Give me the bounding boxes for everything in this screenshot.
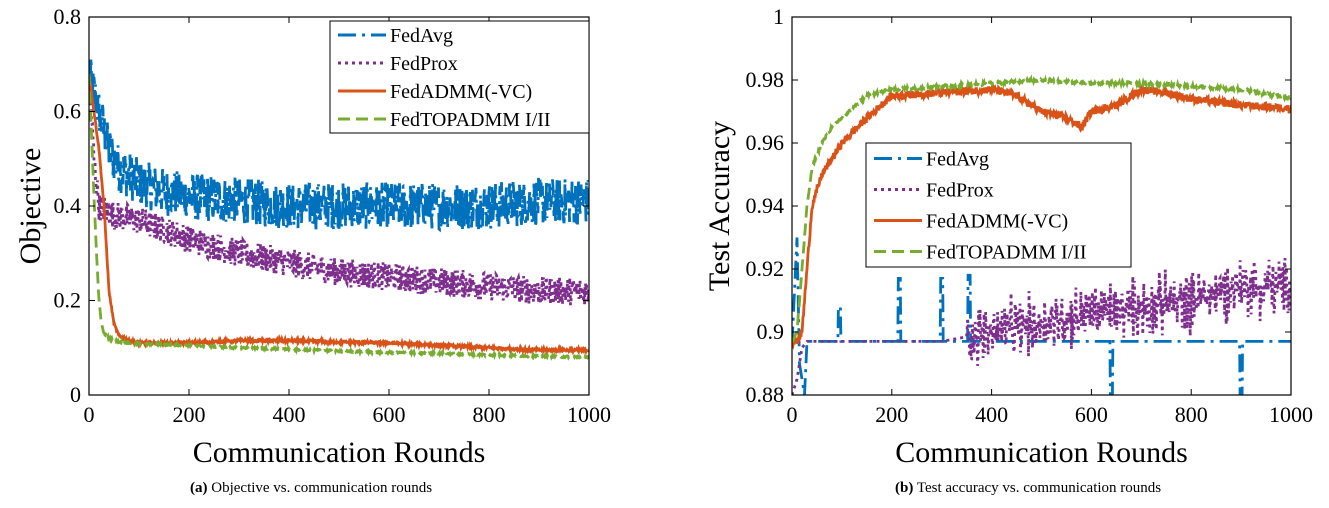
- caption-b-text: Test accuracy vs. communication rounds: [916, 480, 1162, 496]
- caption-b-label: (b): [895, 480, 914, 496]
- caption-a-text: Objective vs. communication rounds: [211, 480, 433, 496]
- y-tick-label: 0.4: [54, 193, 82, 218]
- x-tick-label: 200: [173, 402, 206, 427]
- y-tick-label: 0.94: [746, 193, 785, 218]
- legend-box: [329, 20, 590, 134]
- series-line-fedadmm-vc-: [89, 73, 589, 357]
- y-axis-label: Test Accuracy: [703, 121, 736, 291]
- x-tick-label: 400: [273, 402, 306, 427]
- series-line-fedtopadmm-i-ii: [792, 73, 1291, 343]
- y-tick-label: 0.92: [746, 256, 785, 281]
- x-tick-label: 1000: [567, 402, 611, 427]
- legend-label: FedTOPADMM I/II: [926, 242, 1087, 264]
- series-line-fedavg: [792, 237, 1291, 395]
- y-tick-label: 0.96: [746, 130, 785, 155]
- x-tick-label: 400: [975, 402, 1008, 427]
- x-tick-label: 600: [1075, 402, 1108, 427]
- y-axis-label: Objective: [14, 148, 47, 265]
- legend-box: [865, 142, 1132, 268]
- caption-a: (a) Objective vs. communication rounds: [190, 480, 432, 497]
- legend-label: FedADMM(-VC): [926, 211, 1068, 233]
- caption-b: (b) Test accuracy vs. communication roun…: [895, 480, 1161, 497]
- x-tick-label: 1000: [1269, 402, 1313, 427]
- legend-label: FedProx: [390, 53, 458, 75]
- legend-label: FedAvg: [926, 149, 989, 171]
- legend-label: FedTOPADMM I/II: [390, 109, 551, 131]
- series-group: [89, 57, 589, 362]
- y-tick-label: 0.6: [54, 99, 82, 124]
- y-tick-label: 0: [70, 382, 81, 407]
- series-line-fedprox: [792, 257, 1291, 395]
- legend: FedAvg FedProx FedADMM(-VC) FedTOPADMM I/II: [865, 142, 1132, 268]
- series-line-fedprox: [89, 73, 589, 308]
- x-tick-label: 800: [473, 402, 506, 427]
- y-tick-label: 0.98: [746, 67, 785, 92]
- y-tick-label: 0.2: [54, 288, 82, 313]
- series-group: [792, 73, 1291, 395]
- x-tick-label: 800: [1175, 402, 1208, 427]
- chart-panel-objective: 0 200 400 600 800 1000 0 0.2 0.4 0.6 0.8 Communicat…: [14, 4, 611, 469]
- series-line-fedavg: [89, 57, 589, 233]
- x-tick-label: 600: [373, 402, 406, 427]
- y-tick-label: 0.8: [54, 4, 82, 29]
- x-axis-label: Communication Rounds: [193, 436, 486, 469]
- y-tick-label: 0.88: [746, 382, 785, 407]
- legend-label: FedAvg: [390, 25, 453, 47]
- y-tick-label: 1: [773, 4, 784, 29]
- x-tick-label: 200: [875, 402, 908, 427]
- figure: 0 200 400 600 800 1000 0 0.2 0.4 0.6 0.8 Communicat…: [14, 4, 1313, 469]
- series-line-fedtopadmm-i-ii: [89, 73, 589, 362]
- x-tick-label: 0: [787, 402, 798, 427]
- series-line-fedadmm-vc-: [792, 82, 1291, 351]
- x-tick-label: 0: [84, 402, 95, 427]
- legend-label: FedProx: [926, 180, 994, 202]
- y-tick-label: 0.9: [757, 319, 785, 344]
- legend: FedAvg FedProx FedADMM(-VC) FedTOPADMM I/II: [329, 20, 590, 134]
- caption-a-label: (a): [190, 480, 208, 496]
- legend-label: FedADMM(-VC): [390, 81, 532, 103]
- x-axis-label: Communication Rounds: [895, 436, 1188, 469]
- chart-panel-accuracy: 0 200 400 600 800 1000 0.88 0.9 0.92 0.94 0.96 0.98…: [703, 4, 1313, 469]
